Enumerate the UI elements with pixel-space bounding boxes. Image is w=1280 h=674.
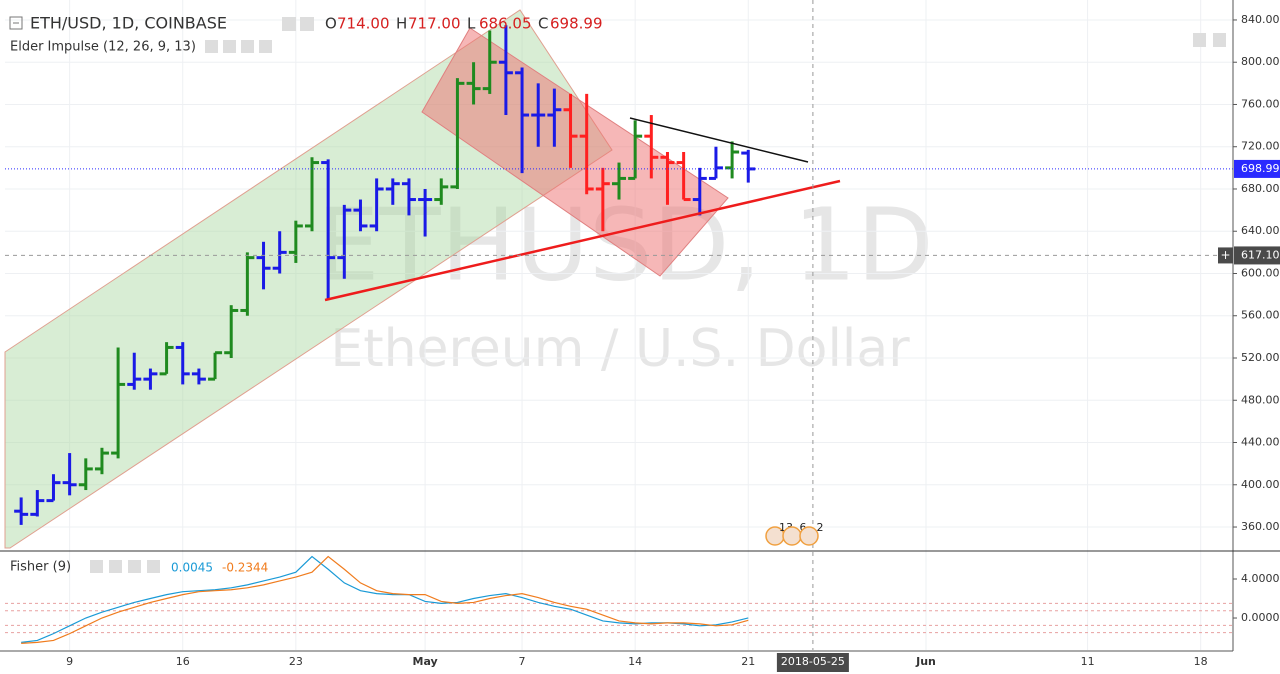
y-tick-label: 360.00 xyxy=(1241,520,1280,533)
y-tick-label: 400.00 xyxy=(1241,478,1280,491)
x-tick-label: 16 xyxy=(176,655,190,668)
ohlc-value: 698.99 xyxy=(550,15,603,33)
y-tick-label: 4.0000 xyxy=(1241,572,1280,585)
y-tick-label: 0.0000 xyxy=(1241,611,1280,624)
icon[interactable] xyxy=(90,560,103,573)
ohlc-key: C xyxy=(538,15,548,33)
red-channel xyxy=(421,27,729,277)
green-channel xyxy=(4,9,613,549)
x-tick-label: 23 xyxy=(289,655,303,668)
x-tick-label: 14 xyxy=(628,655,642,668)
ohlc-value: 714.00 xyxy=(337,15,390,33)
header: ETH/USD, 1D, COINBASE O 714.00 H 717.00 L 686… xyxy=(9,14,1226,573)
crosshair-y-badge xyxy=(1234,246,1280,265)
fisher-pane: 4.0000 0.0000 Fisher (9) 0.0045 -0.2344 xyxy=(5,555,1280,644)
event-count: 6 xyxy=(800,521,807,534)
ohlc-value: 686.05 xyxy=(479,15,532,33)
support-line xyxy=(324,179,841,302)
legend-value: 0.0045 xyxy=(171,561,213,575)
x-tick-label: Jun xyxy=(915,655,936,668)
x-tick-label: 21 xyxy=(741,655,755,668)
icon[interactable] xyxy=(1213,33,1226,47)
icon[interactable] xyxy=(205,40,218,53)
last-price-badge xyxy=(1234,159,1280,178)
crosshair-y-label: 617.10 xyxy=(1241,248,1280,261)
drawings xyxy=(4,9,729,549)
y-tick-label: 480.00 xyxy=(1241,393,1280,406)
icon[interactable] xyxy=(1193,33,1206,47)
icon[interactable] xyxy=(300,17,314,31)
event-badge xyxy=(782,526,802,546)
resistance-line xyxy=(629,117,809,163)
y-tick-label: 800.00 xyxy=(1241,55,1280,68)
x-tick-label: 11 xyxy=(1081,655,1095,668)
events: 13 6 2 xyxy=(765,521,824,546)
x-tick-label: May xyxy=(413,655,438,668)
x-tick-label: 7 xyxy=(519,655,526,668)
legend-value: -0.2344 xyxy=(222,561,268,575)
ohlc-legend: O 714.00 H 717.00 L 686.05 C 698.99 xyxy=(325,15,603,33)
watermark-subtitle: Ethereum / U.S. Dollar xyxy=(330,319,910,379)
crosshair-plus xyxy=(1218,247,1233,264)
icon[interactable] xyxy=(223,40,236,53)
y-tick-label: 680.00 xyxy=(1241,182,1280,195)
y-tick-label: 520.00 xyxy=(1241,351,1280,364)
icon[interactable] xyxy=(109,560,122,573)
crosshair-x-label: 2018-05-25 xyxy=(781,655,845,668)
price-bars xyxy=(14,25,756,525)
icon[interactable] xyxy=(241,40,254,53)
ohlc-key: H xyxy=(396,15,407,33)
indicator-label: Elder Impulse (12, 26, 9, 13) xyxy=(10,40,196,55)
symbol-title: ETH/USD, 1D, COINBASE xyxy=(30,14,227,33)
icon[interactable] xyxy=(259,40,272,53)
y-tick-label: 440.00 xyxy=(1241,436,1280,449)
last-price-label: 698.99 xyxy=(1241,162,1280,175)
ohlc-key: L xyxy=(467,15,476,33)
event-count: 2 xyxy=(817,521,824,534)
icon[interactable] xyxy=(147,560,160,573)
y-tick-label: 720.00 xyxy=(1241,140,1280,153)
fisher-line xyxy=(21,555,749,644)
y-tick-label: 600.00 xyxy=(1241,266,1280,279)
pane-title: Fisher (9) xyxy=(10,560,71,575)
ohlc-value: 717.00 xyxy=(408,15,461,33)
ohlc-key: O xyxy=(325,15,337,33)
crosshair-plus-sign: + xyxy=(1220,248,1230,262)
y-tick-label: 840.00 xyxy=(1241,13,1280,26)
collapse-icon[interactable] xyxy=(9,16,23,30)
y-tick-label: 760.00 xyxy=(1241,97,1280,110)
trend-lines xyxy=(324,117,841,302)
y-tick-label: 640.00 xyxy=(1241,224,1280,237)
crosshair-x-badge xyxy=(776,653,849,672)
fisher-line xyxy=(21,555,749,643)
icon[interactable] xyxy=(282,17,296,31)
icon[interactable] xyxy=(128,560,141,573)
x-tick-label: 9 xyxy=(66,655,73,668)
y-tick-label: 560.00 xyxy=(1241,309,1280,322)
x-tick-label: 18 xyxy=(1194,655,1208,668)
event-badge xyxy=(799,526,819,546)
